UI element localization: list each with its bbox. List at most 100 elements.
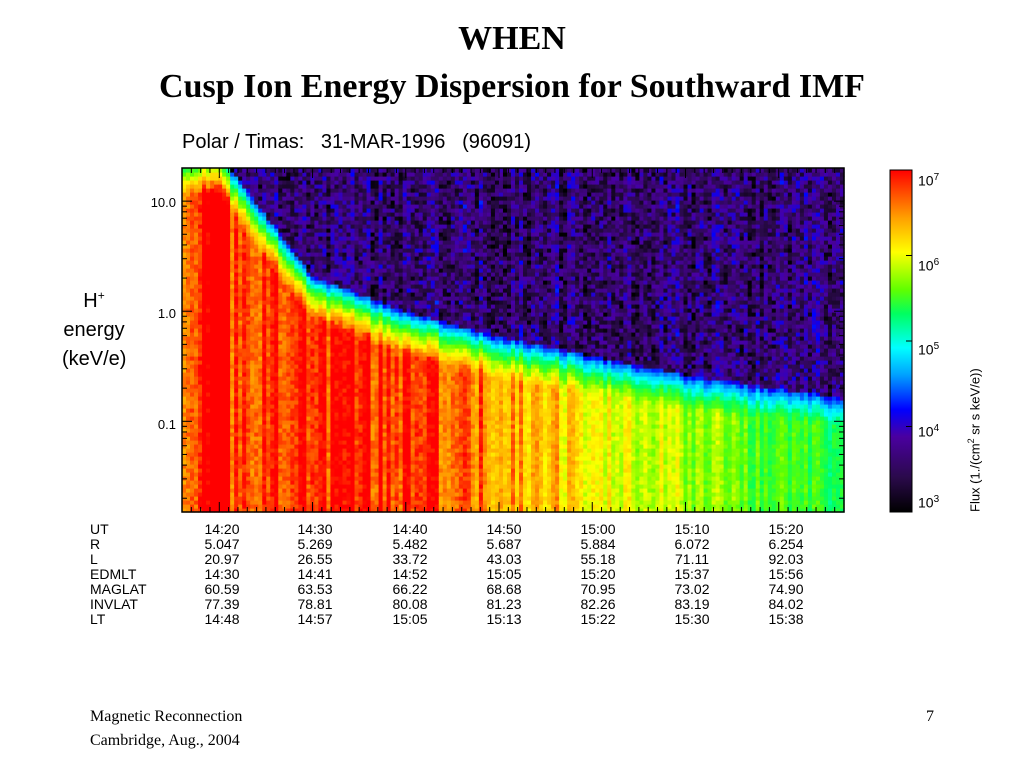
heatmap-cell: [202, 404, 207, 409]
heatmap-cell: [326, 396, 332, 401]
heatmap-cell: [330, 260, 336, 265]
heatmap-cell: [286, 368, 291, 373]
heatmap-cell: [322, 204, 328, 209]
heatmap-cell: [406, 420, 412, 425]
heatmap-cell: [246, 320, 251, 325]
heatmap-cell: [366, 252, 372, 257]
heatmap-cell: [274, 244, 279, 249]
heatmap-cell: [334, 264, 340, 269]
heatmap-cell: [206, 444, 211, 449]
heatmap-cell: [370, 456, 376, 461]
heatmap-cell: [326, 456, 332, 461]
heatmap-cell: [394, 348, 400, 353]
heatmap-cell: [182, 236, 187, 241]
heatmap-cell: [250, 240, 255, 245]
heatmap-cell: [218, 476, 223, 481]
heatmap-cell: [230, 408, 235, 413]
heatmap-cell: [386, 392, 392, 397]
heatmap-cell: [310, 228, 315, 233]
heatmap-cell: [258, 364, 263, 369]
heatmap-cell: [290, 344, 295, 349]
heatmap-cell: [334, 420, 340, 425]
heatmap-cell: [266, 268, 271, 273]
heatmap-cell: [206, 440, 211, 445]
heatmap-cell: [318, 216, 324, 221]
heatmap-cell: [390, 468, 396, 473]
heatmap-cell: [370, 284, 376, 289]
heatmap-cell: [234, 392, 239, 397]
heatmap-cell: [218, 432, 223, 437]
heatmap-cell: [302, 328, 307, 333]
heatmap-cell: [266, 388, 271, 393]
heatmap-cell: [346, 316, 352, 321]
heatmap-cell: [250, 400, 255, 405]
heatmap-cell: [310, 328, 315, 333]
heatmap-cell: [374, 364, 380, 369]
heatmap-cell: [274, 264, 279, 269]
heatmap-cell: [390, 308, 396, 313]
heatmap-cell: [226, 216, 231, 221]
heatmap-cell: [230, 436, 235, 441]
heatmap-cell: [390, 336, 396, 341]
heatmap-cell: [290, 256, 295, 261]
heatmap-cell: [298, 244, 303, 249]
heatmap-cell: [238, 476, 243, 481]
heatmap-cell: [202, 312, 207, 317]
heatmap-cell: [382, 376, 388, 381]
heatmap-cell: [186, 296, 191, 301]
heatmap-cell: [306, 332, 311, 337]
heatmap-cell: [382, 500, 388, 505]
heatmap-cell: [382, 224, 388, 229]
heatmap-cell: [206, 308, 211, 313]
heatmap-cell: [238, 444, 243, 449]
heatmap-cell: [314, 168, 320, 173]
heatmap-cell: [290, 360, 295, 365]
heatmap-cell: [254, 252, 259, 257]
heatmap-cell: [206, 200, 211, 205]
heatmap-cell: [234, 464, 239, 469]
heatmap-cell: [334, 288, 340, 293]
heatmap-cell: [286, 492, 291, 497]
heatmap-cell: [302, 264, 307, 269]
heatmap-cell: [302, 436, 307, 441]
heatmap-cell: [374, 340, 380, 345]
heatmap-cell: [198, 204, 203, 209]
heatmap-cell: [346, 320, 352, 325]
heatmap-cell: [218, 428, 223, 433]
heatmap-cell: [210, 224, 215, 229]
heatmap-cell: [386, 484, 392, 489]
heatmap-cell: [314, 212, 320, 217]
heatmap-cell: [402, 500, 408, 505]
heatmap-cell: [282, 336, 287, 341]
heatmap-cell: [186, 500, 191, 505]
heatmap-cell: [366, 268, 372, 273]
heatmap-cell: [214, 500, 219, 505]
heatmap-cell: [394, 472, 400, 477]
heatmap-cell: [402, 308, 408, 313]
heatmap-cell: [402, 336, 408, 341]
heatmap-cell: [382, 192, 388, 197]
heatmap-cell: [370, 312, 376, 317]
heatmap-cell: [394, 380, 400, 385]
heatmap-cell: [350, 440, 356, 445]
heatmap-cell: [266, 344, 271, 349]
heatmap-cell: [378, 364, 384, 369]
heatmap-cell: [378, 276, 384, 281]
heatmap-cell: [250, 260, 255, 265]
heatmap-cell: [266, 348, 271, 353]
heatmap-cell: [326, 376, 332, 381]
heatmap-cell: [182, 176, 187, 181]
heatmap-cell: [386, 308, 392, 313]
heatmap-cell: [198, 308, 203, 313]
heatmap-cell: [202, 328, 207, 333]
heatmap-cell: [254, 468, 259, 473]
heatmap-cell: [406, 184, 412, 189]
heatmap-cell: [374, 360, 380, 365]
heatmap-cell: [206, 492, 211, 497]
heatmap-cell: [394, 460, 400, 465]
heatmap-cell: [182, 400, 187, 405]
heatmap-cell: [394, 452, 400, 457]
heatmap-cell: [242, 300, 247, 305]
heatmap-cell: [286, 224, 291, 229]
heatmap-cell: [386, 244, 392, 249]
